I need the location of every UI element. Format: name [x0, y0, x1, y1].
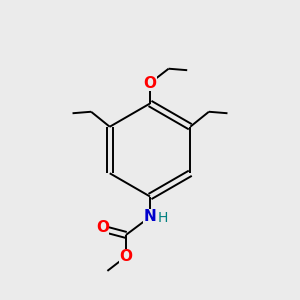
Text: H: H	[158, 212, 168, 225]
Text: N: N	[144, 209, 156, 224]
Text: O: O	[119, 249, 133, 264]
Text: O: O	[143, 76, 157, 91]
Text: O: O	[96, 220, 109, 236]
